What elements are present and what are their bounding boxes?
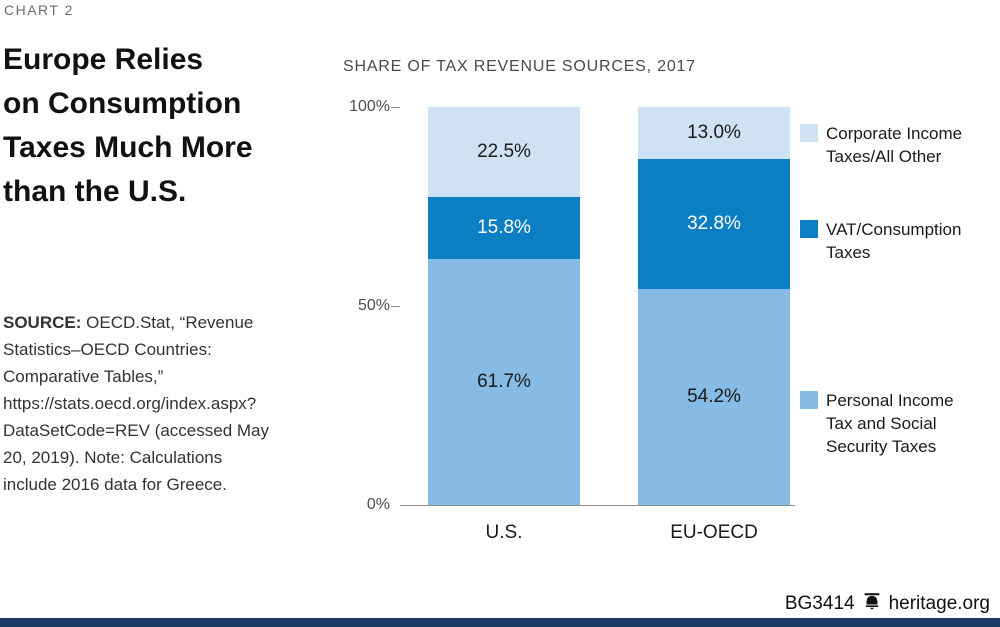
legend-item-corporate: Corporate Income Taxes/All Other xyxy=(800,122,1000,168)
footer-site: heritage.org xyxy=(888,593,990,614)
footer-accent-bar xyxy=(0,618,1000,627)
plot-area: 22.5% 15.8% 61.7% 13.0% 32.8% 54.2% xyxy=(400,107,795,506)
legend-label: VAT/Consumption Taxes xyxy=(826,220,962,262)
chart-number-kicker: CHART 2 xyxy=(4,2,74,18)
y-axis-tick xyxy=(391,107,400,108)
legend-item-vat: VAT/Consumption Taxes xyxy=(800,218,1000,264)
legend-label: Corporate Income Taxes/All Other xyxy=(826,124,963,166)
y-axis-label-100: 100% xyxy=(349,98,390,115)
y-axis-tick xyxy=(391,306,400,307)
heritage-bell-icon xyxy=(862,592,882,616)
chart-title: SHARE OF TAX REVENUE SOURCES, 2017 xyxy=(343,58,696,75)
legend-swatch-personal xyxy=(800,391,818,409)
bar-segment: 32.8% xyxy=(638,158,790,290)
bar-segment: 61.7% xyxy=(428,259,580,505)
legend-item-personal: Personal Income Tax and Social Security … xyxy=(800,389,1000,458)
bar-eu-oecd: 13.0% 32.8% 54.2% xyxy=(638,107,790,505)
page-title: Europe Relies on Consumption Taxes Much … xyxy=(3,43,253,208)
legend-label: Personal Income Tax and Social Security … xyxy=(826,391,954,456)
y-axis-label-0: 0% xyxy=(366,496,390,513)
source-label: SOURCE: xyxy=(3,313,82,332)
footer: BG3414 heritage.org xyxy=(785,592,990,616)
legend-swatch-corporate xyxy=(800,124,818,142)
source-text: OECD.Stat, “Revenue Statistics–OECD Coun… xyxy=(3,313,269,494)
x-axis-label-eu-oecd: EU-OECD xyxy=(670,522,758,543)
x-axis-label-us: U.S. xyxy=(485,522,523,543)
y-axis-label-50: 50% xyxy=(357,297,390,314)
bar-segment: 15.8% xyxy=(428,196,580,260)
footer-report-id: BG3414 xyxy=(784,593,855,614)
legend-swatch-vat xyxy=(800,220,818,238)
bar-segment: 22.5% xyxy=(428,107,580,197)
bar-segment: 54.2% xyxy=(638,289,790,505)
bar-us: 22.5% 15.8% 61.7% xyxy=(428,107,580,505)
source-note: SOURCE: OECD.Stat, “Revenue Statistics–O… xyxy=(3,309,308,498)
bar-segment: 13.0% xyxy=(638,107,790,159)
